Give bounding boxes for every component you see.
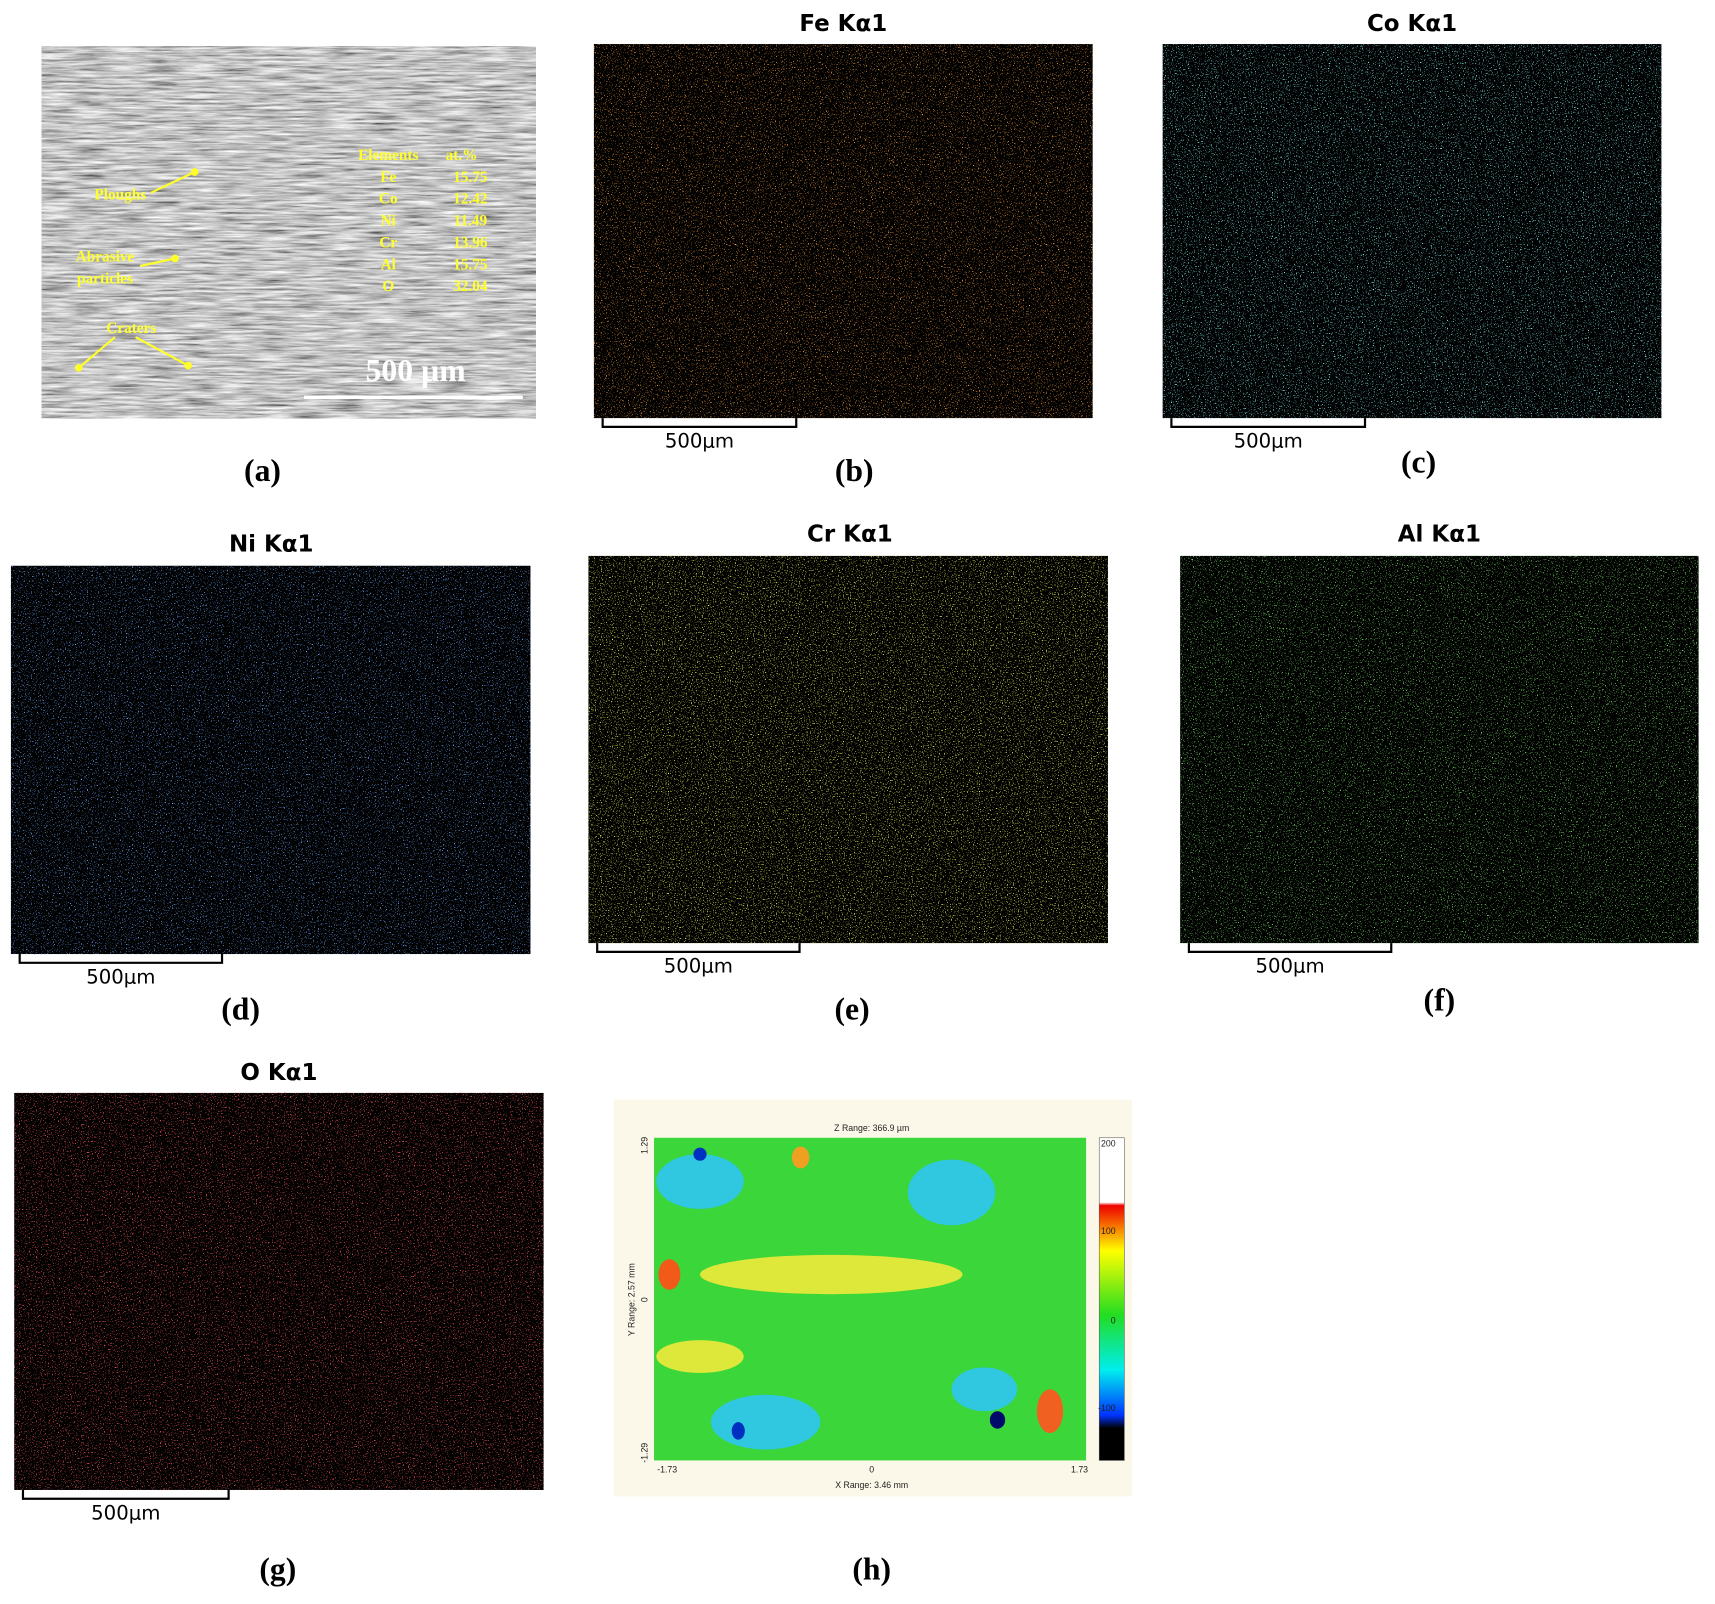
scale-bar-label: 500μm <box>665 430 734 453</box>
annotation: particles <box>77 271 133 288</box>
table-cell: 12.42 <box>453 191 487 208</box>
scale-bar-label: 500μm <box>86 966 155 989</box>
height-feature <box>656 1154 744 1209</box>
arrow-head <box>74 363 83 372</box>
table-cell: Cr <box>379 234 397 251</box>
element-map <box>10 565 531 955</box>
map-title: Ni Kα1 <box>229 531 314 557</box>
scale-bar-label: 500μm <box>1234 430 1303 453</box>
y-tick-label: 1.29 <box>639 1137 649 1154</box>
table-cell: 11.49 <box>454 213 488 230</box>
table-cell: O <box>382 278 394 295</box>
arrow-head <box>190 168 199 176</box>
panel-label: (e) <box>834 991 869 1026</box>
element-map <box>14 1092 544 1490</box>
arrow-head <box>171 254 179 263</box>
scale-bar-label: 500μm <box>1255 955 1324 978</box>
table-header: Elements <box>358 147 418 164</box>
panel-label: (d) <box>221 991 260 1026</box>
table-cell: 15.75 <box>453 256 488 273</box>
panel-label: (b) <box>835 453 874 488</box>
arrow <box>135 336 189 367</box>
height-feature <box>731 1422 745 1440</box>
map-title: Al Kα1 <box>1398 522 1481 548</box>
element-map <box>1162 44 1662 419</box>
scale-bar <box>21 1489 230 1500</box>
table-header: at.% <box>446 147 478 164</box>
panel-label: (h) <box>852 1551 891 1586</box>
x-tick-label: 0 <box>869 1464 874 1474</box>
colorbar-tick-label: 0 <box>1111 1316 1116 1326</box>
colorbar-tick-label: -100 <box>1098 1403 1116 1413</box>
sem-image <box>41 46 536 419</box>
height-feature <box>656 1340 744 1373</box>
map-title: O Kα1 <box>240 1060 317 1086</box>
arrow <box>150 171 196 194</box>
annotation: Craters <box>106 320 156 337</box>
height-feature <box>791 1146 810 1169</box>
panel-label: (c) <box>1401 444 1436 479</box>
arrow-head <box>184 361 192 370</box>
height-feature <box>1036 1389 1064 1434</box>
table-cell: 13.96 <box>453 234 488 251</box>
element-map <box>588 555 1108 944</box>
map-title: Co Kα1 <box>1367 11 1457 37</box>
annotation: Abrasive <box>76 249 135 266</box>
annotation: Ploughs <box>94 186 146 203</box>
table-cell: Al <box>381 256 396 273</box>
scale-bar-label: 500μm <box>91 1502 160 1525</box>
table-cell: Ni <box>381 213 397 230</box>
table-cell: Co <box>379 191 398 208</box>
element-map <box>593 44 1093 419</box>
height-feature <box>700 1254 963 1295</box>
panel-label: (g) <box>259 1551 296 1586</box>
x-tick-label: -1.73 <box>657 1464 677 1474</box>
height-feature <box>989 1411 1006 1429</box>
table-cell: Fe <box>380 169 396 186</box>
arrow <box>78 336 116 369</box>
colorbar-tick-label: 200 <box>1101 1139 1116 1149</box>
colorbar-tick-label: 100 <box>1101 1226 1116 1236</box>
scale-bar <box>1170 418 1367 428</box>
height-feature <box>693 1147 707 1161</box>
scale-bar <box>601 418 798 428</box>
y-tick-label: 0 <box>639 1297 649 1302</box>
colorbar <box>1098 1137 1125 1461</box>
element-map <box>1180 555 1699 944</box>
height-feature <box>907 1159 996 1226</box>
height-feature <box>710 1394 821 1450</box>
y-range: Y Range: 2.57 mm <box>626 1263 636 1336</box>
scale-bar <box>596 943 801 953</box>
x-range: X Range: 3.46 mm <box>835 1480 908 1490</box>
map-title: Cr Kα1 <box>807 522 893 548</box>
y-tick-label: -1.29 <box>639 1443 649 1463</box>
arrow <box>139 257 176 268</box>
scale-bar-label: 500μm <box>664 955 733 978</box>
z-range: Z Range: 366.9 µm <box>834 1123 909 1133</box>
scale-bar <box>18 954 224 964</box>
height-feature <box>951 1367 1018 1412</box>
panel-label: (f) <box>1424 983 1456 1018</box>
x-tick-label: 1.73 <box>1071 1464 1088 1474</box>
map-title: Fe Kα1 <box>799 11 887 37</box>
table-cell: 15.75 <box>453 169 488 186</box>
height-feature <box>658 1259 681 1290</box>
scale-bar-label: 500 µm <box>366 353 466 388</box>
panel-label: (a) <box>244 453 281 488</box>
scale-bar <box>1187 943 1393 953</box>
table-cell: 32.04 <box>453 278 488 295</box>
